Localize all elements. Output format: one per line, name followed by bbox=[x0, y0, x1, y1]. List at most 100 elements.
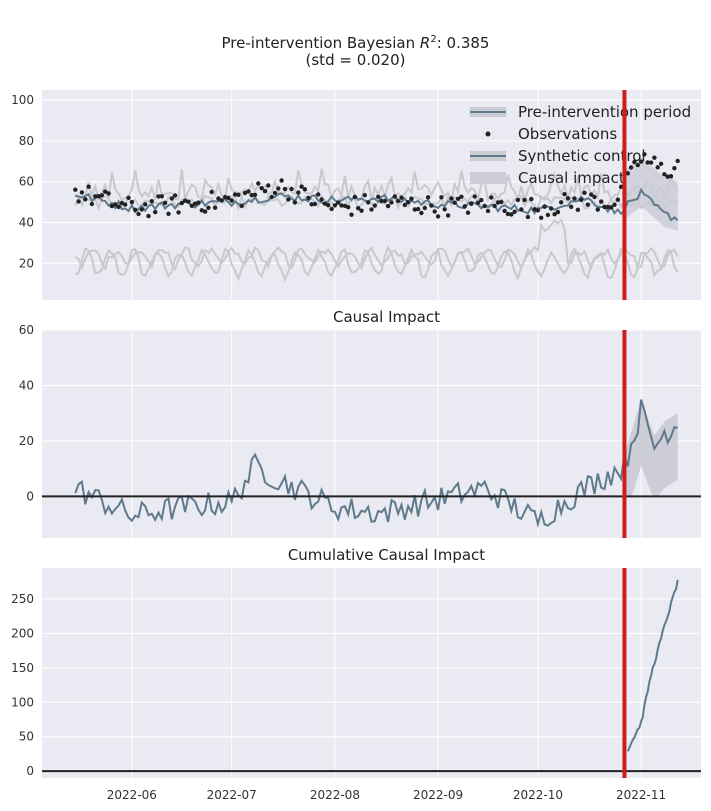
observation-point bbox=[618, 184, 624, 189]
observation-point bbox=[272, 190, 278, 196]
observation-point bbox=[638, 159, 644, 164]
observation-point bbox=[522, 197, 527, 203]
observation-point bbox=[276, 186, 281, 191]
observation-point bbox=[662, 172, 667, 177]
observation-point bbox=[262, 189, 268, 194]
observation-point bbox=[635, 162, 640, 168]
observation-point bbox=[519, 207, 524, 212]
observation-point bbox=[73, 187, 78, 192]
observation-point bbox=[246, 189, 251, 194]
observation-point bbox=[625, 171, 630, 176]
observation-point bbox=[119, 200, 125, 206]
observation-point bbox=[289, 186, 294, 192]
observation-point bbox=[542, 204, 547, 209]
observation-point bbox=[668, 174, 674, 179]
observation-point bbox=[572, 196, 577, 201]
observation-point bbox=[592, 194, 597, 200]
observation-point bbox=[222, 194, 228, 200]
observation-point bbox=[642, 152, 647, 157]
observation-point bbox=[286, 197, 291, 202]
observation-point bbox=[266, 183, 271, 188]
observation-point bbox=[612, 202, 617, 207]
observation-point bbox=[582, 190, 587, 195]
observation-point bbox=[133, 207, 138, 212]
observation-point bbox=[608, 205, 614, 210]
observation-point bbox=[322, 201, 328, 206]
observation-point bbox=[665, 174, 670, 179]
observation-point bbox=[569, 204, 574, 209]
observation-point bbox=[362, 193, 367, 198]
observation-point bbox=[655, 165, 660, 170]
observation-point bbox=[579, 197, 584, 202]
observation-point bbox=[628, 165, 634, 170]
legend-label: Causal impact bbox=[518, 169, 625, 187]
legend-swatch-observations bbox=[485, 131, 491, 137]
impact-band bbox=[624, 399, 678, 497]
observation-point bbox=[495, 200, 501, 205]
observation-point bbox=[422, 205, 427, 211]
xtick-label: 2022-07 bbox=[207, 788, 257, 802]
observation-point bbox=[216, 196, 221, 201]
observation-point bbox=[465, 210, 471, 215]
observation-point bbox=[439, 195, 444, 200]
observation-point bbox=[346, 205, 351, 210]
observation-point bbox=[159, 194, 164, 199]
main-ytick-label: 60 bbox=[19, 175, 34, 189]
main-ytick-label: 40 bbox=[19, 216, 34, 230]
observation-point bbox=[126, 195, 131, 200]
main-ytick-label: 80 bbox=[19, 134, 34, 148]
observation-point bbox=[269, 194, 274, 200]
observation-point bbox=[515, 197, 521, 203]
observation-point bbox=[292, 200, 298, 205]
synthetic-control-line bbox=[74, 187, 679, 222]
observation-point bbox=[143, 202, 148, 207]
observation-point bbox=[525, 214, 531, 220]
observation-point bbox=[153, 209, 158, 215]
observation-point bbox=[232, 192, 238, 197]
observation-point bbox=[552, 212, 557, 217]
observation-point bbox=[382, 198, 387, 204]
observation-point bbox=[502, 208, 507, 214]
observation-point bbox=[229, 198, 234, 203]
observation-point bbox=[302, 187, 308, 192]
observation-point bbox=[562, 192, 567, 197]
main-ytick-label: 100 bbox=[11, 93, 34, 107]
observation-point bbox=[252, 192, 258, 197]
observation-point bbox=[499, 199, 504, 205]
observation-point bbox=[409, 196, 414, 201]
observation-point bbox=[652, 155, 657, 160]
observation-point bbox=[412, 207, 417, 212]
observation-point bbox=[209, 189, 214, 195]
cumulative-plot-area bbox=[42, 568, 701, 778]
cumulative-ytick-label: 200 bbox=[11, 626, 34, 640]
observation-point bbox=[415, 206, 421, 212]
observation-point bbox=[236, 192, 241, 197]
observation-point bbox=[379, 198, 384, 204]
observation-point bbox=[329, 206, 334, 212]
observation-point bbox=[432, 209, 437, 214]
observation-point bbox=[206, 205, 211, 210]
observation-point bbox=[565, 196, 571, 201]
observation-point bbox=[395, 198, 401, 204]
observation-point bbox=[462, 204, 467, 209]
legend-label: Pre-intervention period bbox=[518, 103, 691, 121]
observation-point bbox=[83, 197, 88, 202]
observation-point bbox=[549, 206, 554, 211]
observation-point bbox=[113, 202, 118, 207]
observation-point bbox=[648, 160, 654, 165]
observation-point bbox=[99, 193, 105, 198]
impact-ytick-label: 60 bbox=[19, 323, 34, 337]
observation-point bbox=[149, 199, 154, 204]
observation-point bbox=[172, 193, 178, 198]
observation-point bbox=[242, 190, 248, 196]
observation-point bbox=[326, 203, 331, 208]
observation-point bbox=[306, 195, 311, 201]
impact-ytick-label: 20 bbox=[19, 434, 34, 448]
observation-point bbox=[156, 194, 161, 199]
observation-point bbox=[449, 196, 454, 201]
impact-panel-title: Causal Impact bbox=[333, 308, 440, 326]
observation-point bbox=[459, 194, 464, 199]
observation-point bbox=[602, 204, 607, 210]
observation-point bbox=[389, 200, 394, 205]
observation-point bbox=[239, 203, 244, 209]
